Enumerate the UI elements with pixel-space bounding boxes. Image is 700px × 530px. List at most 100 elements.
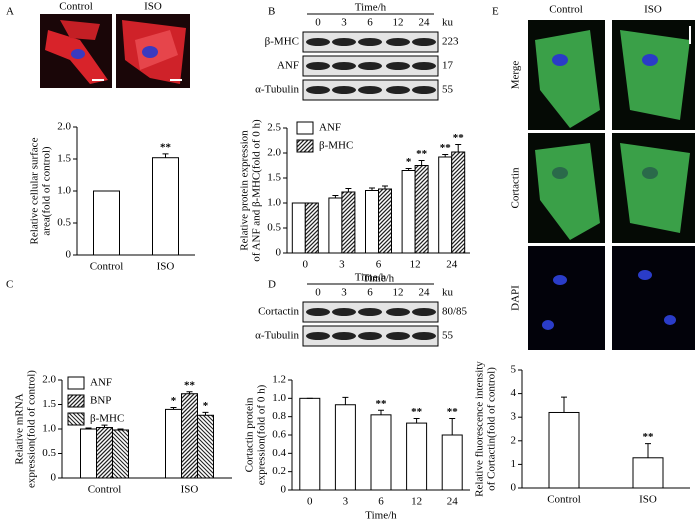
bar	[112, 429, 129, 479]
y-tick-label: 1.5	[42, 398, 56, 410]
blot-band	[412, 62, 436, 70]
lane-label: 3	[341, 287, 347, 299]
blot-band	[386, 62, 410, 70]
blot-size: 80/85	[442, 306, 468, 318]
y-tick-label: 0	[51, 472, 57, 484]
error-bar	[442, 154, 449, 157]
blot-row-label: α-Tubulin	[255, 330, 299, 342]
y-tick-label: 1.0	[42, 423, 56, 435]
legend-swatch	[296, 139, 314, 153]
blot-band	[332, 38, 356, 46]
y-tick-label: 0.8	[272, 410, 286, 422]
error-bar	[405, 168, 412, 171]
error-bar	[418, 160, 425, 166]
bar	[328, 197, 343, 254]
blot-row-label: β-MHC	[265, 36, 299, 48]
y-tick-label: 0	[66, 249, 72, 261]
significance: *	[406, 156, 412, 168]
blot-header: Time/h	[355, 272, 387, 284]
y-tick-label: 0.5	[42, 447, 56, 459]
panel-label: E	[492, 6, 499, 18]
micrograph-e	[528, 20, 695, 350]
bar	[152, 157, 179, 256]
significance: **	[411, 406, 423, 418]
image-row-label: Cortactin	[510, 167, 522, 208]
y-axis-label: Relative protein expression	[239, 130, 251, 251]
x-tick-label: 24	[446, 259, 458, 271]
y-axis-label: Relative cellular surface	[29, 137, 41, 244]
bar	[291, 202, 306, 254]
bar	[181, 393, 198, 479]
error-bar	[170, 406, 177, 410]
blot-row-label: ANF	[277, 60, 299, 72]
bar	[365, 190, 379, 254]
significance: **	[376, 398, 388, 410]
x-tick-label: ISO	[639, 494, 657, 506]
y-tick-label: 0.5	[57, 217, 71, 229]
blot-band	[332, 332, 356, 340]
micrograph-a	[40, 14, 190, 88]
error-bar	[202, 411, 209, 416]
y-tick-label: 1	[511, 458, 517, 470]
significance: **	[416, 148, 428, 160]
y-tick-label: 1.2	[272, 374, 286, 386]
bar	[438, 156, 453, 254]
legend-swatch	[67, 412, 85, 426]
y-tick-label: 0.6	[272, 429, 286, 441]
y-tick-label: 2	[511, 434, 517, 446]
error-bar	[645, 443, 651, 458]
lane-label: 0	[315, 17, 321, 29]
blot-size: 223	[442, 36, 459, 48]
legend-label: ANF	[319, 122, 341, 134]
significance: *	[171, 395, 177, 407]
lane-label: 24	[419, 287, 431, 299]
bar	[370, 414, 392, 491]
bar	[80, 428, 97, 479]
y-tick-label: 2.0	[267, 147, 281, 159]
blot-size: 55	[442, 330, 454, 342]
image-row-label: DAPI	[510, 285, 522, 311]
y-tick-label: 2.5	[267, 122, 281, 134]
error-bar	[561, 396, 567, 413]
significance: *	[203, 400, 209, 412]
x-axis-label: Time/h	[363, 273, 395, 285]
image-label: ISO	[644, 4, 662, 16]
y-tick-label: 1.5	[267, 172, 281, 184]
y-tick-label: 1.0	[267, 197, 281, 209]
error-bar	[449, 418, 456, 435]
y-tick-label: 3	[511, 411, 517, 423]
x-tick-label: 0	[303, 259, 309, 271]
legend-swatch	[67, 376, 85, 390]
y-tick-label: 1.5	[57, 153, 71, 165]
blot-band	[306, 38, 330, 46]
blot-band	[358, 62, 382, 70]
y-axis-label: of ANF and β-MHC(fold of 0 h)	[251, 119, 263, 262]
x-tick-label: Control	[547, 494, 581, 506]
y-axis-label: Relative fluorescence intensity	[474, 361, 486, 497]
lane-label: 24	[419, 17, 431, 29]
error-bar	[332, 195, 339, 198]
y-axis-label: expression(fold of control)	[26, 370, 38, 488]
y-tick-label: 0	[276, 247, 282, 259]
bar	[165, 408, 182, 479]
panel-label: A	[6, 6, 14, 18]
y-axis-label: of Cortactin(fold of control)	[486, 367, 498, 491]
y-axis-label: Cortactin protein	[244, 397, 256, 472]
blot-size: 17	[442, 60, 454, 72]
x-tick-label: 24	[447, 496, 459, 508]
x-tick-label: 12	[410, 259, 421, 271]
x-tick-label: 12	[411, 496, 422, 508]
y-tick-label: 0.5	[267, 222, 281, 234]
legend-label: β-MHC	[319, 140, 353, 152]
error-bar	[101, 424, 108, 428]
blot-row-label: α-Tubulin	[255, 84, 299, 96]
significance: **	[440, 142, 452, 154]
x-tick-label: 3	[343, 496, 349, 508]
bar	[451, 151, 466, 254]
bar	[93, 190, 120, 256]
bar	[304, 202, 319, 254]
x-tick-label: 6	[378, 496, 384, 508]
y-tick-label: 0.2	[272, 465, 286, 477]
error-bar	[413, 418, 420, 424]
